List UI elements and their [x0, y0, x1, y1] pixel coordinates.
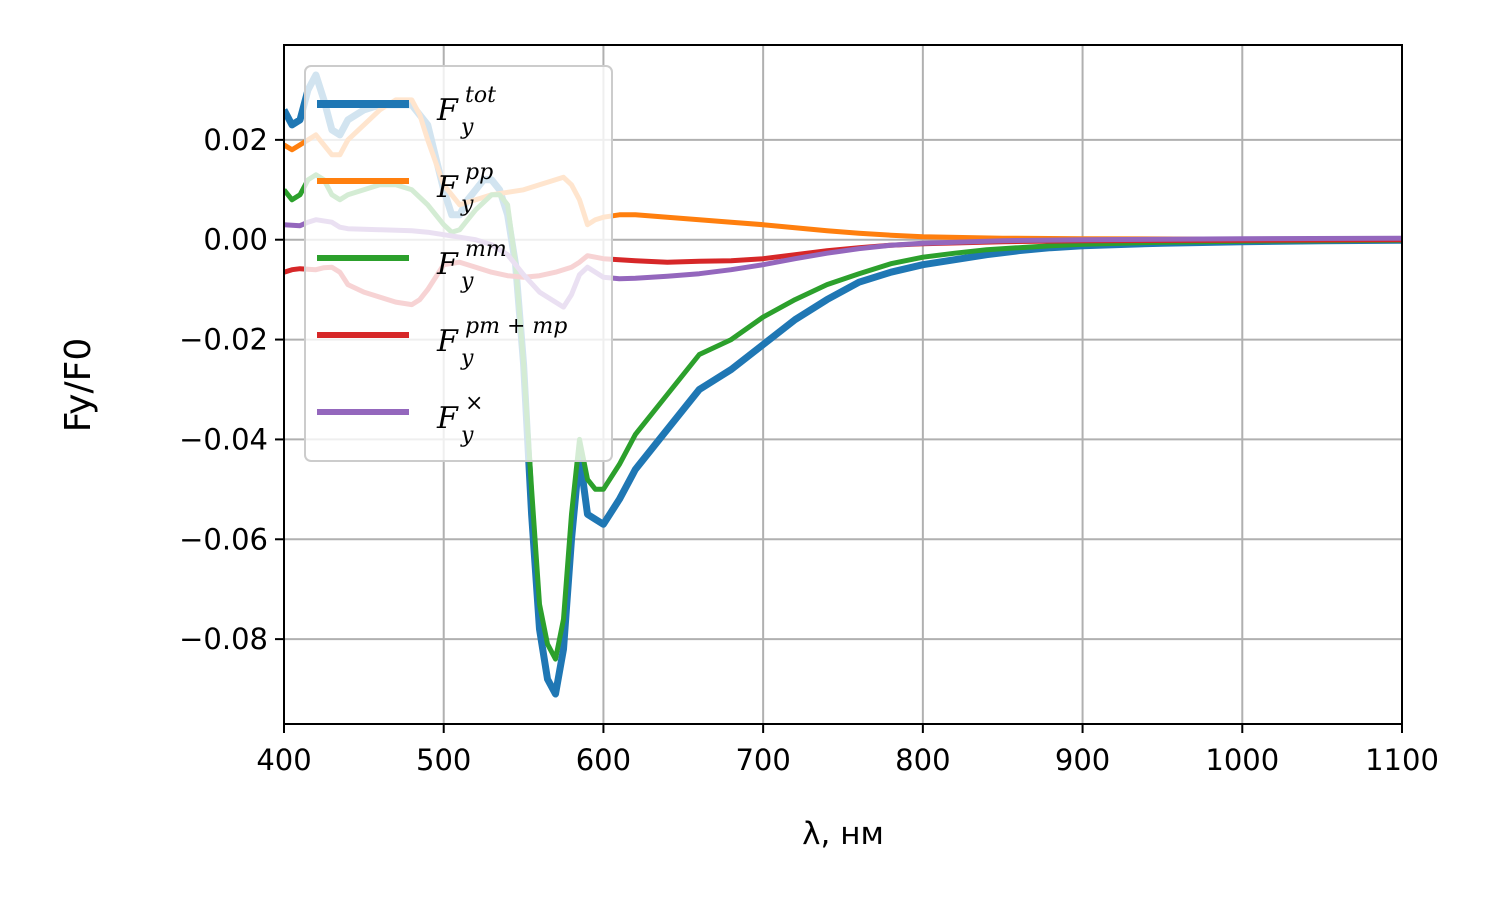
legend-label-1: F	[436, 170, 459, 205]
y-tick-label: −0.08	[179, 622, 268, 656]
legend-label-sub-2: y	[460, 269, 474, 294]
x-tick-label: 600	[576, 743, 631, 777]
legend-label-sup-4: ×	[465, 391, 483, 416]
legend-label-sup-0: tot	[465, 83, 496, 108]
x-tick-label: 500	[416, 743, 471, 777]
x-tick-label: 800	[895, 743, 950, 777]
legend-box	[304, 65, 613, 462]
y-tick-label: −0.06	[179, 522, 268, 556]
x-axis-ticks: 400 500 600 700 800 900 1000 1100	[256, 724, 1439, 777]
legend-label-0: F	[436, 93, 459, 128]
x-tick-label: 1100	[1365, 743, 1439, 777]
x-tick-label: 900	[1055, 743, 1110, 777]
legend-label-sup-1: pp	[465, 160, 493, 185]
legend-label-3: F	[436, 324, 459, 359]
x-tick-label: 700	[735, 743, 790, 777]
y-axis-ticks: −0.08 −0.06 −0.04 −0.02 0.00 0.02	[179, 123, 284, 656]
x-tick-label: 400	[256, 743, 311, 777]
y-tick-label: −0.04	[179, 422, 268, 456]
legend-label-2: F	[436, 247, 459, 282]
legend-label-sub-0: y	[460, 115, 474, 140]
legend-label-sup-3: pm + mp	[465, 314, 567, 339]
legend-label-4: F	[436, 401, 459, 436]
plot-frame	[283, 44, 1403, 725]
y-tick-label: −0.02	[179, 323, 268, 357]
y-axis-label: Fy/F0	[58, 338, 99, 432]
legend-label-sub-4: y	[460, 423, 474, 448]
legend-label-sup-2: mm	[465, 237, 507, 262]
y-tick-label: 0.00	[203, 223, 268, 257]
x-tick-label: 1000	[1205, 743, 1279, 777]
legend-label-sub-1: y	[460, 192, 474, 217]
x-axis-label: λ, нм	[802, 816, 884, 852]
y-tick-label: 0.02	[203, 123, 268, 157]
legend-label-sub-3: y	[460, 346, 474, 371]
